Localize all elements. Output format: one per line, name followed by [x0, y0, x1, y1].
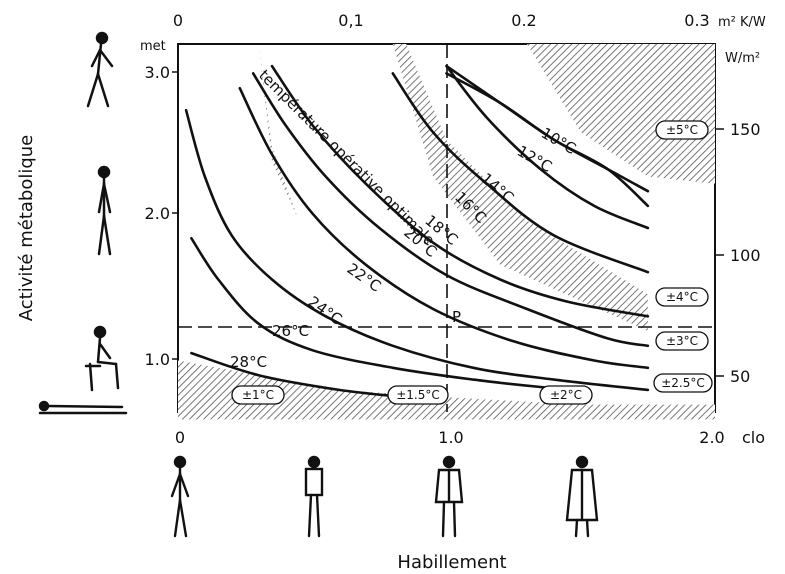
- series-line: [251, 72, 650, 348]
- w-unit-label: W/m²: [725, 51, 760, 66]
- suit-clothing-person-icon: [434, 455, 464, 538]
- tolerance-badge: ±2.5°C: [653, 373, 713, 393]
- tolerance-badge: ±1.5°C: [387, 385, 449, 405]
- series-line: [184, 108, 650, 392]
- top-tick-label: 0,1: [338, 11, 363, 30]
- tolerance-badge: ±3°C: [655, 331, 709, 351]
- tolerance-badge: ±4°C: [655, 287, 709, 307]
- light-clothing-person-icon: [170, 455, 190, 538]
- y-tick-label: 1.0: [145, 350, 170, 369]
- x-unit-label: clo: [742, 428, 765, 447]
- tolerance-label: ±2.5°C: [661, 376, 705, 390]
- series-line: [238, 86, 650, 370]
- y-axis-title: Activité métabolique: [16, 135, 37, 322]
- tolerance-badge: ±1°C: [231, 385, 285, 405]
- shirt-clothing-person-icon: [304, 455, 324, 538]
- tolerance-label: ±4°C: [666, 290, 698, 304]
- tolerance-band: [527, 44, 715, 184]
- top-tick-label: 0.3: [684, 11, 709, 30]
- standing-person-icon: [97, 165, 112, 256]
- tolerance-label: ±5°C: [666, 123, 698, 137]
- curve-label: 26°C: [272, 322, 309, 340]
- tolerance-badge: ±2°C: [539, 385, 593, 405]
- overcoat-clothing-person-icon: [565, 455, 599, 538]
- tolerance-band: [258, 44, 326, 280]
- x-tick-label: 2.0: [699, 428, 724, 447]
- top-tick-label: 0.2: [511, 11, 536, 30]
- series-line: [190, 351, 408, 399]
- x-tick-label: 1.0: [438, 428, 463, 447]
- tolerance-badge: ±5°C: [655, 120, 709, 140]
- reference-point-label: P: [452, 308, 461, 326]
- tolerance-label: ±3°C: [666, 334, 698, 348]
- tolerance-label: ±2°C: [550, 388, 582, 402]
- series-line: [445, 64, 650, 230]
- x-axis-title: Habillement: [397, 552, 506, 573]
- top-unit-label: m² K/W: [718, 15, 766, 30]
- lying-person-icon: [38, 400, 128, 415]
- seated-person-icon: [84, 325, 120, 392]
- temperature-curves: [184, 64, 650, 399]
- right-tick-label: 50: [730, 367, 750, 386]
- right-tick-label: 150: [730, 120, 761, 139]
- tolerance-label: ±1°C: [242, 388, 274, 402]
- series-line: [391, 72, 650, 274]
- y-tick-label: 3.0: [145, 63, 170, 82]
- x-tick-label: 0: [175, 428, 185, 447]
- tolerance-band: [178, 360, 715, 420]
- tolerance-bands: [178, 44, 715, 420]
- right-tick-label: 100: [730, 246, 761, 265]
- walking-person-icon: [86, 31, 114, 108]
- top-tick-label: 0: [173, 11, 183, 30]
- series-line: [270, 64, 650, 318]
- y-tick-label: 2.0: [145, 204, 170, 223]
- curve-label: 28°C: [230, 353, 267, 371]
- series-line: [190, 237, 583, 392]
- met-unit-label: met: [140, 39, 166, 54]
- tolerance-label: ±1.5°C: [396, 388, 440, 402]
- tolerance-band: [392, 44, 648, 331]
- series-line: [445, 72, 650, 208]
